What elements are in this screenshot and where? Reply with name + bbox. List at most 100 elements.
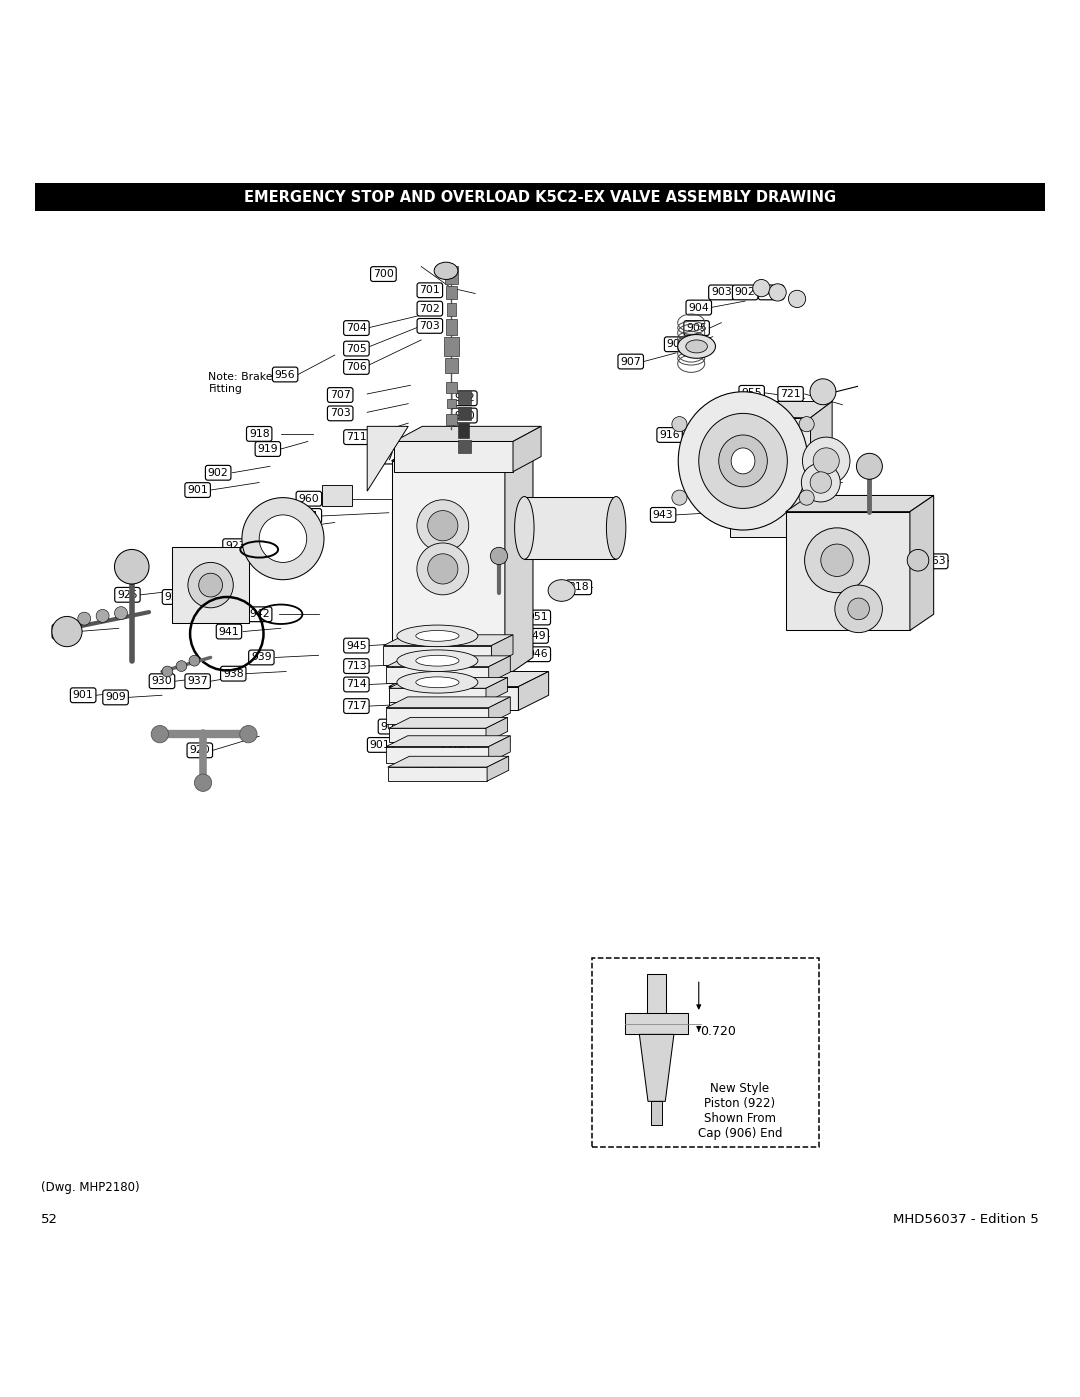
Polygon shape <box>488 736 511 763</box>
Circle shape <box>151 725 168 743</box>
Ellipse shape <box>686 339 707 353</box>
Bar <box>651 1101 662 1125</box>
Text: 902: 902 <box>207 468 229 478</box>
Text: 907: 907 <box>620 356 642 366</box>
Text: 946: 946 <box>527 650 549 659</box>
Ellipse shape <box>607 496 626 559</box>
Text: 956: 956 <box>274 369 296 380</box>
Circle shape <box>907 549 929 571</box>
Text: 703: 703 <box>419 321 441 331</box>
Text: (Dwg. MHP2180): (Dwg. MHP2180) <box>41 1182 139 1194</box>
Text: 944: 944 <box>698 493 719 504</box>
Text: 703: 703 <box>329 408 351 418</box>
Polygon shape <box>394 426 541 441</box>
Bar <box>447 303 456 316</box>
Circle shape <box>848 598 869 620</box>
Circle shape <box>162 666 173 678</box>
Bar <box>446 286 457 299</box>
Circle shape <box>821 543 853 577</box>
Text: 940: 940 <box>454 446 475 457</box>
Text: EMERGENCY STOP AND OVERLOAD K5C2-EX VALVE ASSEMBLY DRAWING: EMERGENCY STOP AND OVERLOAD K5C2-EX VALV… <box>244 190 836 205</box>
Bar <box>625 1013 688 1034</box>
Bar <box>387 746 488 763</box>
Text: 0.720: 0.720 <box>700 1024 735 1038</box>
Bar <box>391 461 504 678</box>
Text: 916: 916 <box>659 430 680 440</box>
Polygon shape <box>730 401 832 418</box>
Polygon shape <box>786 496 934 511</box>
Text: 925: 925 <box>117 590 138 599</box>
Text: 721: 721 <box>780 388 801 400</box>
Text: 52: 52 <box>41 1213 58 1225</box>
Text: 960: 960 <box>298 493 320 504</box>
Polygon shape <box>491 634 513 665</box>
Polygon shape <box>388 756 509 767</box>
Polygon shape <box>486 718 508 742</box>
Polygon shape <box>367 426 408 492</box>
Text: 717: 717 <box>346 701 367 711</box>
Text: 955: 955 <box>741 388 762 398</box>
Bar <box>444 337 459 356</box>
Circle shape <box>802 437 850 485</box>
Text: 943: 943 <box>652 510 674 520</box>
Polygon shape <box>518 672 549 711</box>
Text: 945: 945 <box>346 641 367 651</box>
Polygon shape <box>810 401 832 536</box>
Bar <box>592 958 819 1147</box>
Circle shape <box>799 490 814 506</box>
Polygon shape <box>389 678 508 689</box>
Bar <box>383 645 491 665</box>
Text: 939: 939 <box>251 652 272 662</box>
Text: 938: 938 <box>222 669 244 679</box>
Bar <box>35 183 1045 211</box>
Polygon shape <box>488 697 511 724</box>
Text: 715: 715 <box>454 673 475 683</box>
Bar <box>730 418 810 536</box>
Text: 924: 924 <box>164 592 186 602</box>
Text: Note: Brake
Fitting: Note: Brake Fitting <box>208 373 273 394</box>
Text: 918: 918 <box>248 429 270 439</box>
Bar <box>387 708 488 724</box>
Text: 704: 704 <box>346 323 367 332</box>
Circle shape <box>114 606 127 620</box>
Polygon shape <box>486 678 508 703</box>
Bar <box>172 548 249 623</box>
Circle shape <box>672 490 687 506</box>
Ellipse shape <box>199 573 222 597</box>
Ellipse shape <box>514 496 535 559</box>
Polygon shape <box>389 672 549 686</box>
Text: 218: 218 <box>568 583 590 592</box>
Text: 726: 726 <box>752 483 773 495</box>
Text: 707: 707 <box>329 390 351 400</box>
Text: 722: 722 <box>702 411 724 420</box>
Ellipse shape <box>731 448 755 474</box>
Text: 909: 909 <box>105 693 126 703</box>
Text: 922: 922 <box>248 525 270 535</box>
Polygon shape <box>639 1034 674 1101</box>
Ellipse shape <box>397 650 478 672</box>
Circle shape <box>801 462 840 502</box>
Text: 901: 901 <box>187 485 208 495</box>
Text: MHD56037 - Edition 5: MHD56037 - Edition 5 <box>893 1213 1039 1225</box>
Text: 901: 901 <box>369 740 391 750</box>
Text: 700: 700 <box>373 270 394 279</box>
Text: 937: 937 <box>187 676 208 686</box>
Ellipse shape <box>428 510 458 541</box>
Text: 912: 912 <box>454 394 475 404</box>
Bar <box>447 400 456 408</box>
Bar <box>322 485 352 506</box>
Text: 905: 905 <box>686 323 707 332</box>
Bar <box>389 728 486 742</box>
Ellipse shape <box>719 434 767 486</box>
Text: 901: 901 <box>760 288 782 298</box>
Circle shape <box>189 655 200 666</box>
Circle shape <box>788 291 806 307</box>
Bar <box>388 767 487 781</box>
Text: 705: 705 <box>346 344 367 353</box>
Circle shape <box>753 279 770 296</box>
Bar <box>389 689 486 703</box>
Bar <box>387 666 488 683</box>
Bar <box>446 320 457 334</box>
Text: 903: 903 <box>711 288 732 298</box>
Polygon shape <box>387 736 511 746</box>
